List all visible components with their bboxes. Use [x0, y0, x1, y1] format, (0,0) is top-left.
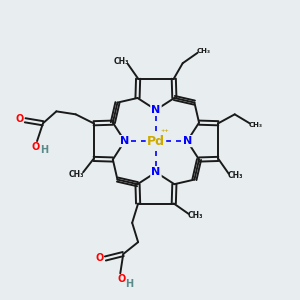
Text: O: O: [32, 142, 40, 152]
Text: CH₃: CH₃: [188, 211, 203, 220]
Text: CH₃: CH₃: [249, 122, 263, 128]
Text: H: H: [125, 279, 133, 289]
Text: CH₃: CH₃: [113, 57, 129, 66]
Text: N: N: [151, 105, 160, 115]
Text: O: O: [96, 254, 104, 263]
Text: Pd: Pd: [147, 135, 165, 148]
Text: N: N: [182, 136, 192, 146]
Text: CH₃: CH₃: [228, 171, 243, 180]
Text: H: H: [40, 145, 49, 155]
Text: N: N: [120, 136, 129, 146]
Text: ⁺⁺: ⁺⁺: [160, 128, 169, 137]
Text: O: O: [15, 114, 23, 124]
Text: CH₃: CH₃: [69, 170, 84, 179]
Text: N: N: [151, 167, 160, 177]
Text: CH₃: CH₃: [196, 48, 211, 54]
Text: O: O: [118, 274, 126, 284]
